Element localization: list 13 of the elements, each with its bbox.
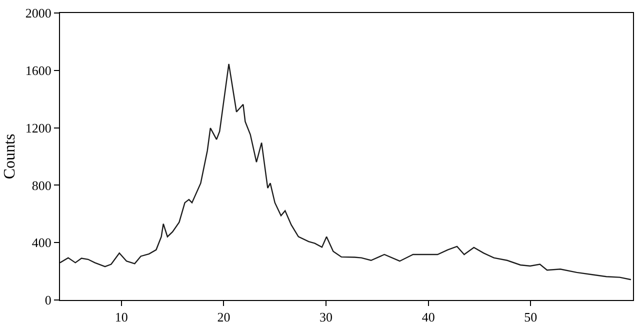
y-tick-label: 0 <box>44 292 52 308</box>
x-tick-label: 50 <box>524 310 538 324</box>
x-tick-label: 10 <box>114 310 128 324</box>
y-tick-label: 400 <box>32 235 52 250</box>
x-tick-label: 30 <box>320 310 333 324</box>
x-tick-label: 20 <box>217 310 230 324</box>
y-tick-label: 1200 <box>25 120 52 136</box>
y-tick-label: 800 <box>32 178 52 193</box>
line-series <box>60 63 632 280</box>
y-tick-label: 2000 <box>25 6 52 21</box>
y-tick-label: 1600 <box>25 62 52 78</box>
y-axis-title: Counts <box>1 134 18 180</box>
x-tick-label: 40 <box>422 310 435 324</box>
